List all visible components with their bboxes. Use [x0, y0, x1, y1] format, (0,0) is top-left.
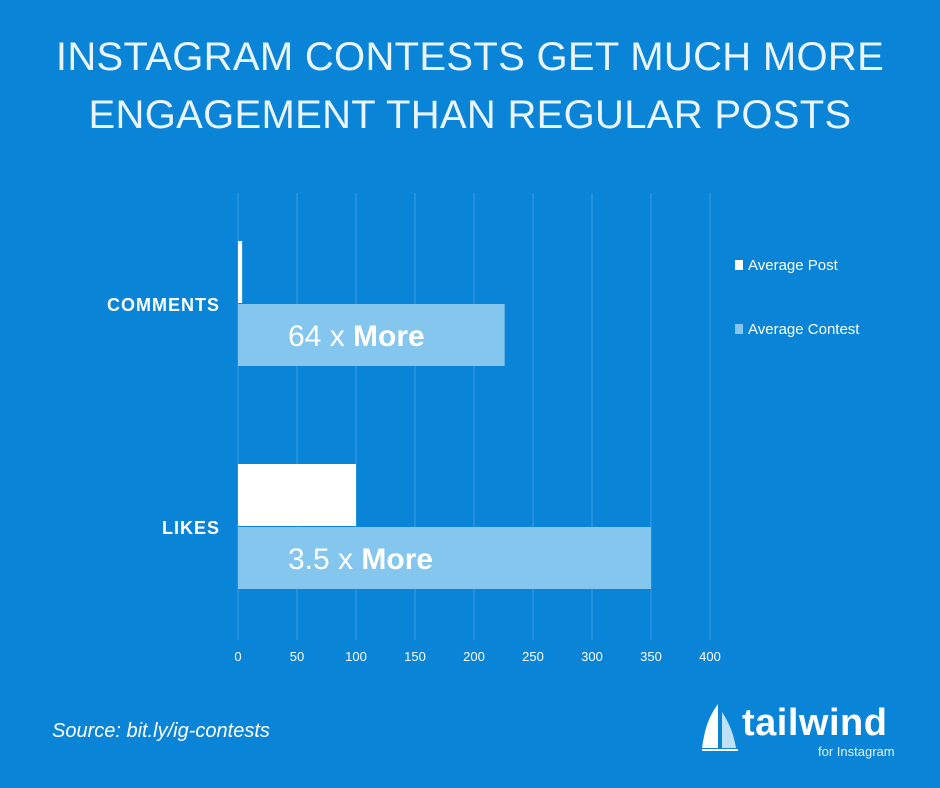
x-tick-label: 200: [463, 649, 485, 664]
x-tick-label: 0: [234, 649, 241, 664]
bar-likes-contest: [238, 527, 651, 589]
logo-tagline: for Instagram: [818, 744, 895, 759]
sailboat-icon: [702, 704, 738, 751]
logo-wordmark: tailwind: [742, 702, 888, 744]
bar-likes-post: [238, 464, 356, 526]
bar-comments-post: [238, 241, 243, 303]
x-tick-label: 250: [522, 649, 544, 664]
source-citation: Source: bit.ly/ig-contests: [52, 720, 270, 742]
chart-title: INSTAGRAM CONTESTS GET MUCH MORE ENGAGEM…: [0, 28, 940, 144]
x-tick-label: 50: [290, 649, 304, 664]
x-tick-label: 350: [640, 649, 662, 664]
chart-title-line-1: INSTAGRAM CONTESTS GET MUCH MORE: [55, 35, 885, 79]
x-tick-label: 300: [581, 649, 603, 664]
category-label: LIKES: [162, 518, 220, 538]
x-tick-label: 100: [345, 649, 367, 664]
x-tick-label: 150: [404, 649, 426, 664]
category-label: COMMENTS: [107, 295, 220, 315]
legend-label: Average Contest: [748, 321, 860, 338]
legend-label: Average Post: [748, 257, 839, 274]
bar-comments-contest: [238, 304, 505, 366]
tailwind-logo: tailwind for Instagram: [700, 700, 910, 760]
x-tick-label: 400: [699, 649, 721, 664]
chart-title-line-2: ENGAGEMENT THAN REGULAR POSTS: [88, 93, 852, 137]
bar-annotation: 3.5 x More: [288, 543, 433, 576]
legend-swatch: [735, 260, 743, 270]
bar-annotation: 64 x More: [288, 320, 425, 353]
legend-swatch: [735, 324, 743, 334]
